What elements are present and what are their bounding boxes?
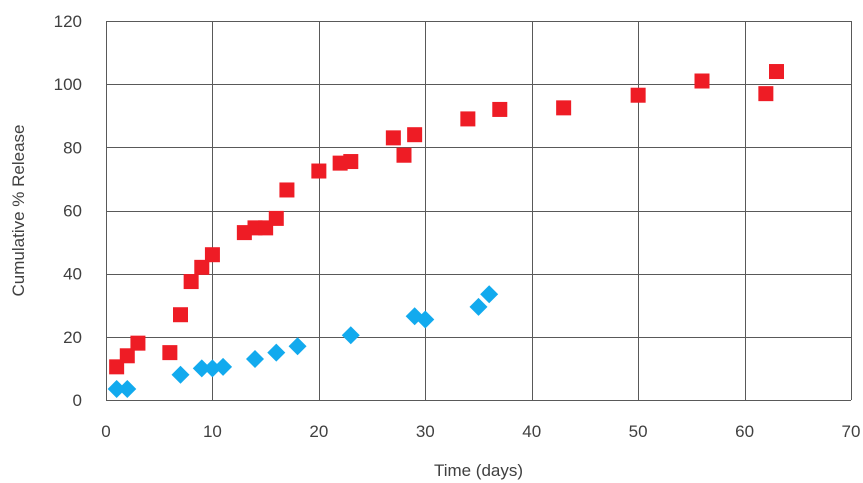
y-tick-label: 20 bbox=[63, 328, 82, 347]
series-2-point bbox=[107, 379, 126, 398]
series-1-point bbox=[758, 86, 774, 102]
series-1-point bbox=[194, 259, 210, 275]
x-tick-label: 20 bbox=[309, 422, 328, 441]
series-1-point bbox=[492, 101, 508, 117]
series-2-point bbox=[267, 343, 286, 362]
series-1-point bbox=[630, 87, 646, 103]
y-tick-labels: 0 20 40 60 80 100 120 bbox=[54, 12, 82, 410]
series-1-point bbox=[268, 210, 284, 226]
series-2-point bbox=[192, 359, 211, 378]
series-2-point bbox=[341, 326, 360, 345]
y-tick-label: 100 bbox=[54, 75, 82, 94]
x-axis-title: Time (days) bbox=[434, 461, 523, 480]
series-2-point bbox=[171, 365, 190, 384]
y-tick-label: 0 bbox=[73, 391, 82, 410]
series-2-point bbox=[203, 359, 222, 378]
series-1-point bbox=[162, 345, 178, 361]
series-2-point bbox=[416, 310, 435, 329]
series-2-point bbox=[480, 285, 499, 304]
x-tick-label: 50 bbox=[629, 422, 648, 441]
y-tick-label: 80 bbox=[63, 138, 82, 157]
x-tick-label: 60 bbox=[735, 422, 754, 441]
grid bbox=[106, 21, 852, 401]
series-1-point bbox=[279, 182, 295, 198]
series-1-point bbox=[311, 163, 327, 179]
y-tick-label: 60 bbox=[63, 202, 82, 221]
series-1-point bbox=[204, 247, 220, 263]
series-1-point bbox=[769, 64, 784, 80]
series-1-point bbox=[556, 100, 572, 116]
series-1-point bbox=[407, 127, 423, 143]
series-2-point bbox=[288, 337, 307, 356]
series-1-point bbox=[460, 111, 476, 127]
x-tick-label: 0 bbox=[101, 422, 110, 441]
x-tick-label: 40 bbox=[522, 422, 541, 441]
series-2-point bbox=[118, 379, 137, 398]
series-2-point bbox=[469, 297, 488, 316]
series-2-point bbox=[246, 349, 264, 368]
series-1-point bbox=[396, 147, 412, 163]
x-tick-labels: 0 10 20 30 40 50 60 70 bbox=[101, 422, 860, 441]
data-points bbox=[107, 64, 784, 398]
x-tick-label: 30 bbox=[416, 422, 435, 441]
y-tick-label: 40 bbox=[63, 265, 82, 284]
series-1-point bbox=[694, 73, 710, 89]
series-1-point bbox=[343, 154, 359, 170]
series-1-point bbox=[130, 335, 146, 351]
series-1-point bbox=[183, 274, 199, 290]
y-axis-title: Cumulative % Release bbox=[9, 125, 28, 297]
x-tick-label: 10 bbox=[203, 422, 222, 441]
x-tick-label: 70 bbox=[842, 422, 861, 441]
y-tick-label: 120 bbox=[54, 12, 82, 31]
series-1-point bbox=[173, 307, 188, 323]
series-1-point bbox=[385, 130, 401, 146]
series-1-point bbox=[119, 348, 135, 364]
series-2-point bbox=[214, 357, 233, 376]
